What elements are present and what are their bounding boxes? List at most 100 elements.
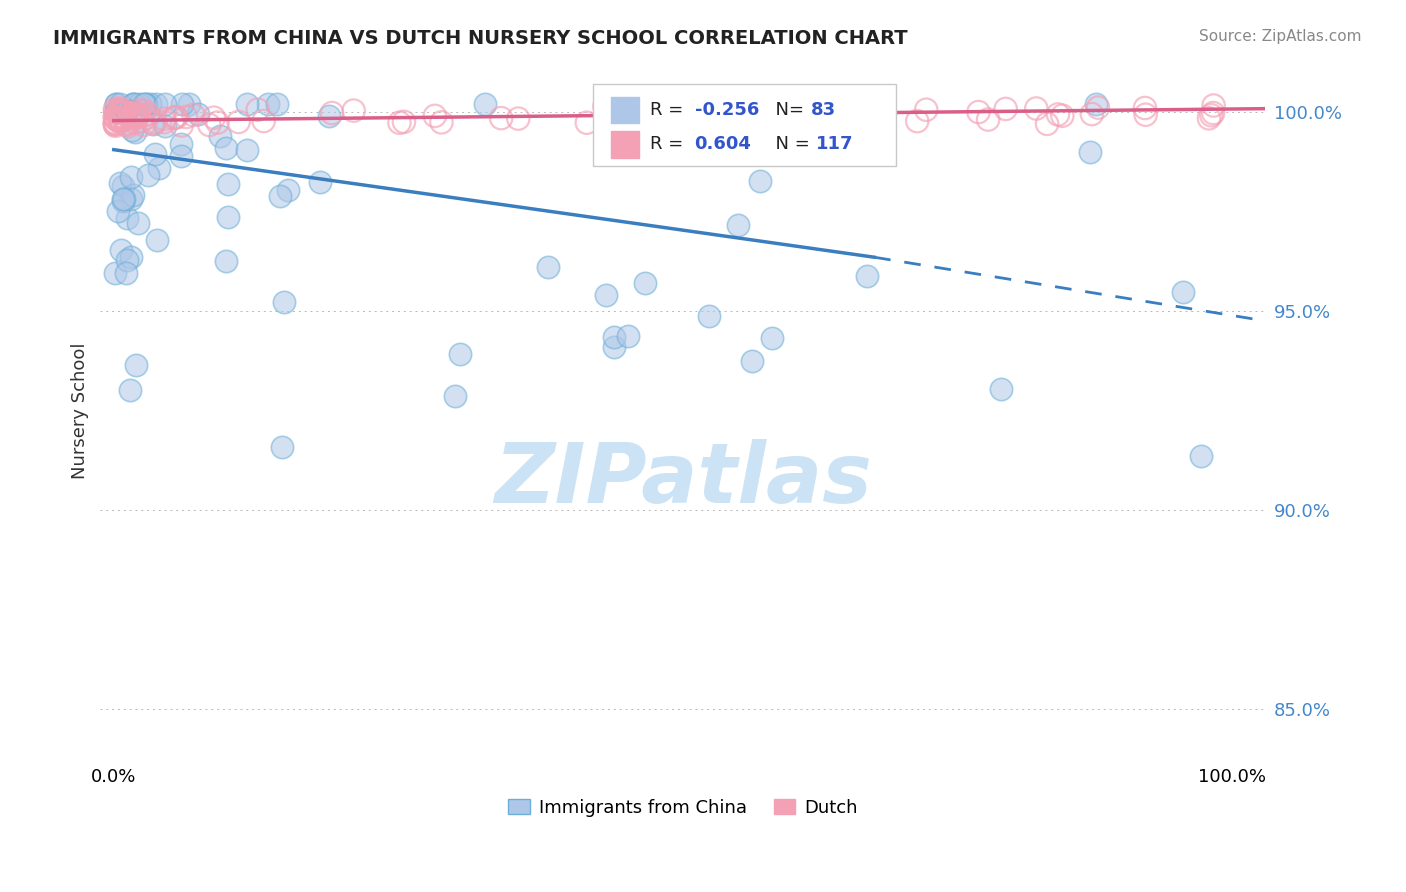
Point: [128, 107, 150, 121]
Point: [170, 136, 193, 151]
Point: [273, 294, 295, 309]
Text: 0.604: 0.604: [695, 136, 751, 153]
Point: [813, 107, 835, 121]
Point: [110, 113, 132, 128]
Point: [994, 102, 1017, 116]
Point: [108, 115, 131, 129]
Text: N=: N=: [765, 101, 804, 119]
Point: [388, 116, 411, 130]
Point: [1025, 102, 1047, 116]
Point: [163, 112, 186, 126]
Point: [537, 260, 560, 275]
Point: [318, 110, 340, 124]
Point: [343, 103, 366, 118]
Point: [145, 96, 167, 111]
Point: [115, 211, 138, 226]
Point: [104, 118, 127, 132]
Point: [125, 111, 148, 125]
Point: [111, 103, 134, 117]
Point: [202, 111, 225, 125]
Point: [132, 96, 155, 111]
Point: [762, 100, 785, 114]
Point: [132, 118, 155, 132]
Point: [115, 253, 138, 268]
Point: [124, 116, 146, 130]
Point: [707, 107, 730, 121]
Point: [104, 112, 127, 127]
Point: [136, 168, 159, 182]
Point: [145, 115, 167, 129]
Point: [104, 119, 127, 133]
Point: [423, 109, 446, 123]
Point: [235, 143, 257, 157]
Point: [1078, 145, 1101, 159]
Point: [122, 96, 145, 111]
Point: [1201, 108, 1223, 122]
Point: [1052, 109, 1074, 123]
Point: [593, 99, 616, 113]
Point: [246, 103, 269, 117]
Text: -0.256: -0.256: [695, 101, 759, 119]
Point: [107, 113, 129, 128]
Point: [634, 276, 657, 290]
Point: [165, 110, 187, 124]
Point: [115, 117, 138, 131]
Point: [277, 184, 299, 198]
Point: [111, 106, 134, 120]
Point: [723, 112, 745, 126]
Point: [108, 106, 131, 120]
Point: [108, 103, 131, 118]
Point: [110, 105, 132, 120]
Point: [134, 96, 156, 111]
Text: ZIPatlas: ZIPatlas: [494, 439, 872, 520]
Point: [124, 96, 146, 111]
Point: [117, 119, 139, 133]
Point: [595, 106, 617, 120]
Point: [121, 188, 143, 202]
Point: [1046, 107, 1069, 121]
Point: [104, 267, 127, 281]
Point: [575, 116, 598, 130]
Point: [142, 116, 165, 130]
Point: [118, 110, 141, 124]
Point: [616, 329, 638, 343]
Point: [127, 107, 149, 121]
Point: [136, 111, 159, 125]
Point: [127, 110, 149, 124]
Point: [1081, 107, 1104, 121]
Text: 83: 83: [811, 101, 837, 119]
Point: [741, 108, 763, 122]
Point: [1087, 101, 1109, 115]
Bar: [610, 131, 638, 158]
Point: [121, 108, 143, 122]
Point: [138, 107, 160, 121]
Point: [1202, 106, 1225, 120]
Point: [1189, 449, 1212, 463]
Point: [443, 389, 465, 403]
Point: [128, 103, 150, 118]
Point: [761, 331, 783, 345]
Point: [734, 112, 756, 127]
Point: [731, 104, 754, 119]
Point: [153, 96, 176, 111]
Point: [818, 100, 841, 114]
Point: [121, 123, 143, 137]
Point: [614, 112, 637, 127]
Point: [111, 178, 134, 193]
Text: N =: N =: [765, 136, 810, 153]
Point: [967, 105, 990, 120]
Point: [449, 347, 471, 361]
Point: [977, 112, 1000, 127]
Point: [1085, 96, 1108, 111]
Point: [209, 128, 232, 143]
Point: [112, 192, 135, 206]
Point: [236, 96, 259, 111]
Point: [905, 114, 928, 128]
Text: IMMIGRANTS FROM CHINA VS DUTCH NURSERY SCHOOL CORRELATION CHART: IMMIGRANTS FROM CHINA VS DUTCH NURSERY S…: [53, 29, 908, 47]
Text: R =: R =: [651, 101, 689, 119]
Point: [775, 103, 797, 117]
Point: [108, 113, 131, 128]
Point: [118, 383, 141, 397]
Point: [1198, 112, 1220, 126]
Point: [392, 115, 415, 129]
